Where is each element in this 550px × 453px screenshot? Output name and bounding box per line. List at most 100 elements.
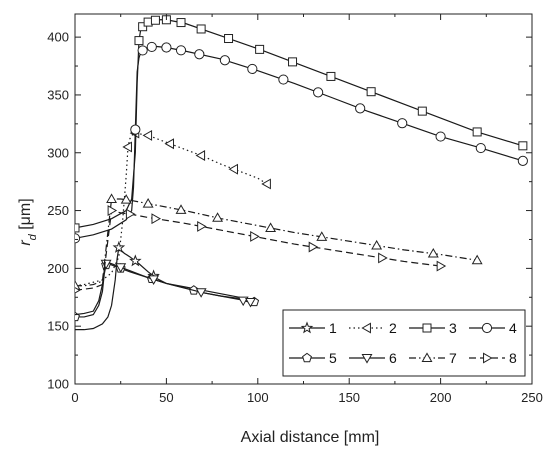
series-7-point-6 — [265, 222, 277, 232]
legend-box — [282, 309, 526, 377]
legend-marker-7 — [421, 352, 433, 362]
x-tick-label-5: 250 — [521, 390, 543, 405]
series-7-point-3 — [142, 198, 154, 208]
series-4-point-8 — [247, 63, 258, 75]
legend: 1 2 3 4 5 6 7 8 — [282, 309, 526, 377]
legend-marker-4 — [481, 322, 493, 334]
series-layer — [75, 15, 528, 331]
x-tick-label-2: 100 — [247, 390, 269, 405]
x-tick-label-4: 200 — [430, 390, 452, 405]
series-7-point-8 — [371, 239, 383, 250]
series-7 — [75, 193, 483, 290]
series-8-point-4 — [197, 220, 207, 232]
series-4-point-2 — [137, 45, 148, 56]
legend-marker-8 — [483, 352, 493, 364]
series-3-point-11 — [326, 71, 336, 81]
y-tick-label-4: 300 — [47, 145, 69, 160]
legend-marker-1 — [300, 321, 314, 334]
series-8-point-8 — [436, 260, 447, 272]
legend-entry-5: 5 — [289, 350, 337, 366]
legend-entry-4: 4 — [469, 320, 517, 336]
series-2-point-0 — [122, 141, 132, 153]
series-3-point-7 — [196, 24, 206, 34]
series-8-point-2 — [125, 208, 136, 220]
legend-label-8: 8 — [509, 350, 517, 366]
series-7-point-2 — [120, 194, 132, 204]
y-tick-label-6: 400 — [47, 30, 69, 45]
series-8-line — [75, 209, 441, 291]
legend-label-3: 3 — [449, 320, 457, 336]
series-4-point-9 — [278, 74, 289, 85]
series-3-point-12 — [366, 87, 376, 97]
series-4-point-12 — [397, 118, 408, 129]
series-4-point-15 — [517, 155, 528, 166]
y-tick-label-0: 100 — [47, 377, 69, 392]
y-tick-label-2: 200 — [47, 261, 69, 276]
legend-label-4: 4 — [509, 320, 517, 336]
legend-label-1: 1 — [329, 320, 337, 336]
y-axis-title-sub: d — [27, 233, 39, 240]
series-7-point-7 — [316, 231, 328, 241]
series-2-point-6 — [261, 178, 271, 190]
series-3-point-6 — [176, 18, 186, 28]
x-tick-label-3: 150 — [338, 390, 360, 405]
series-4-point-5 — [175, 45, 187, 56]
series-4-point-10 — [313, 87, 324, 98]
series-2-point-3 — [164, 138, 175, 150]
axes-layer: 0 50 100 150 200 250 100 150 200 250 300 350 400 — [47, 14, 543, 405]
legend-marker-5 — [302, 352, 312, 363]
series-4-point-4 — [161, 42, 172, 53]
series-3-point-8 — [224, 34, 234, 44]
series-1-point-0 — [112, 240, 126, 253]
y-tick-label-5: 350 — [47, 87, 69, 102]
series-3-point-15 — [518, 141, 528, 151]
series-4-point-6 — [194, 49, 205, 60]
legend-entry-7: 7 — [409, 350, 457, 366]
series-4-point-0 — [75, 233, 81, 244]
legend-entry-2: 2 — [349, 320, 397, 336]
series-8-point-3 — [151, 213, 162, 225]
legend-label-5: 5 — [329, 350, 337, 366]
series-4 — [75, 41, 528, 244]
y-axis-title: rd [μm] — [17, 198, 39, 245]
x-tick-label-1: 50 — [159, 390, 173, 405]
series-6-point-3 — [195, 288, 207, 298]
series-6 — [75, 259, 256, 316]
series-3-point-10 — [288, 57, 298, 67]
series-7-point-1 — [106, 193, 118, 203]
y-axis-title-main: r — [17, 240, 34, 246]
series-2-point-5 — [228, 163, 238, 175]
legend-entry-1: 1 — [289, 320, 337, 336]
legend-label-6: 6 — [389, 350, 397, 366]
legend-marker-2 — [361, 322, 371, 334]
legend-marker-6 — [361, 354, 373, 364]
legend-marker-3 — [422, 323, 432, 333]
series-8-point-1 — [107, 205, 118, 217]
series-3-point-4 — [150, 15, 160, 25]
series-4-point-11 — [355, 103, 366, 114]
series-3-point-14 — [472, 127, 482, 137]
series-2-point-2 — [142, 129, 153, 141]
series-4-point-1 — [130, 124, 141, 135]
series-2-point-4 — [195, 150, 206, 161]
series-3-point-2 — [138, 22, 148, 32]
legend-entry-6: 6 — [349, 350, 397, 366]
series-7-point-9 — [427, 247, 439, 258]
series-3-point-9 — [255, 44, 265, 54]
series-8-point-6 — [308, 241, 319, 253]
series-4-point-3 — [146, 41, 157, 53]
legend-entry-3: 3 — [409, 320, 457, 336]
series-6-line — [75, 261, 249, 316]
legend-entry-8: 8 — [469, 350, 517, 366]
series-6-point-4 — [237, 296, 249, 307]
series-3-point-3 — [143, 17, 153, 27]
series-8-point-0 — [75, 287, 81, 294]
series-3-point-1 — [134, 36, 144, 46]
series-6-point-5 — [245, 297, 256, 308]
legend-label-7: 7 — [449, 350, 457, 366]
series-3-point-13 — [417, 106, 427, 116]
series-8 — [75, 205, 447, 294]
legend-label-2: 2 — [389, 320, 397, 336]
series-3-point-0 — [75, 223, 80, 233]
